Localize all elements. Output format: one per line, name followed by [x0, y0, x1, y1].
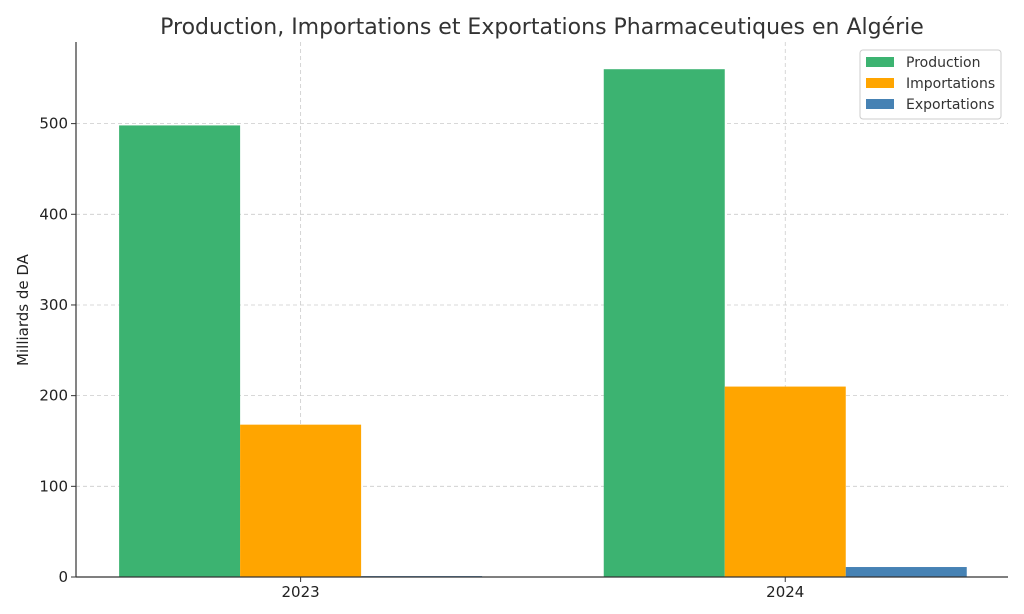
x-tick-label-0: 2023 — [282, 583, 320, 601]
y-tick-label-2: 200 — [39, 387, 68, 405]
chart-title: Production, Importations et Exportations… — [160, 15, 924, 40]
y-ticks: 0 100 200 300 400 500 — [39, 115, 76, 586]
bar-production-2024 — [603, 69, 725, 577]
bar-importations-2023 — [240, 424, 362, 577]
y-tick-label-4: 400 — [39, 205, 68, 223]
legend: Production Importations Exportations — [859, 49, 1002, 120]
bar-importations-2024 — [724, 386, 846, 577]
legend-box — [859, 49, 1002, 120]
bar-production-2023 — [119, 125, 241, 577]
legend-swatch-exportations — [866, 99, 894, 109]
y-axis-label: Milliards de DA — [14, 253, 32, 366]
y-tick-label-5: 500 — [39, 115, 68, 133]
y-tick-label-0: 0 — [58, 568, 68, 586]
x-ticks: 2023 2024 — [282, 577, 804, 601]
y-tick-label-3: 300 — [39, 296, 68, 314]
legend-label-exportations: Exportations — [906, 97, 995, 113]
legend-label-importations: Importations — [906, 76, 995, 92]
bar-exportations-2024 — [845, 567, 967, 577]
bars — [119, 69, 967, 577]
legend-swatch-importations — [866, 78, 894, 88]
legend-swatch-production — [866, 57, 894, 67]
y-tick-label-1: 100 — [39, 477, 68, 495]
x-tick-label-1: 2024 — [766, 583, 804, 601]
legend-label-production: Production — [906, 55, 980, 71]
